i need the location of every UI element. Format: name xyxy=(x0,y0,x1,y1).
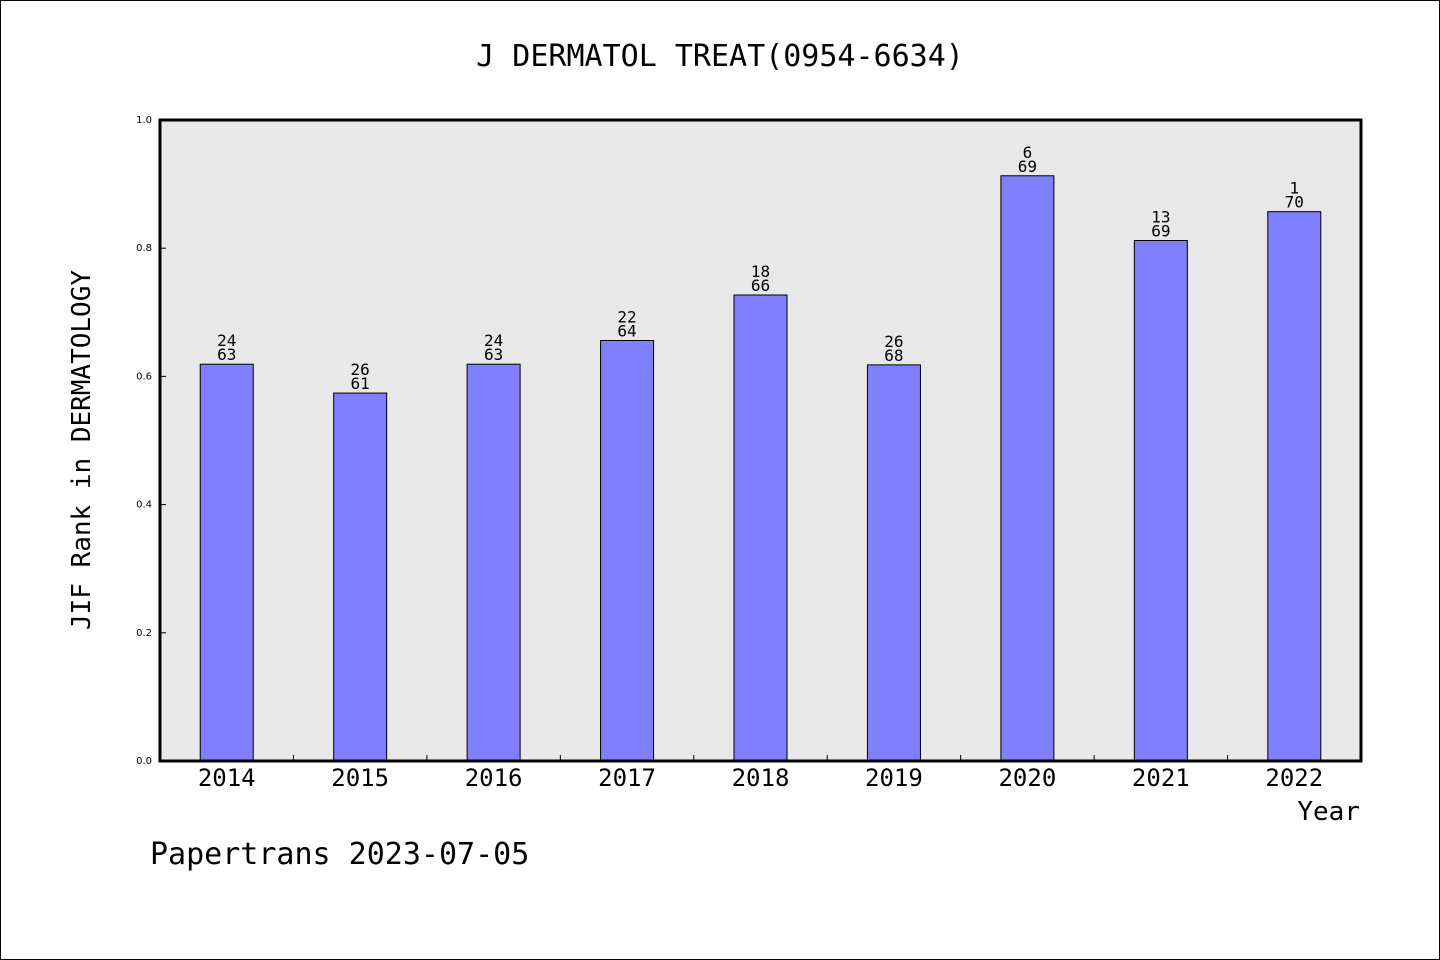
x-tick-label: 2021 xyxy=(1132,764,1190,792)
bar-total-label: 63 xyxy=(484,345,503,364)
bar-2018 xyxy=(733,294,788,762)
bar-total-label: 64 xyxy=(617,322,636,341)
bar-2020 xyxy=(1000,175,1055,762)
bar-rank-label: 22 xyxy=(617,308,636,327)
bar-total-label: 70 xyxy=(1285,193,1304,212)
bar-total-label: 66 xyxy=(751,276,770,295)
x-tick-label: 2015 xyxy=(331,764,389,792)
y-tick-label: 0.4 xyxy=(136,500,152,511)
plot-border xyxy=(158,118,1363,763)
bar-rank-label: 13 xyxy=(1151,208,1170,227)
chart-title: J DERMATOL TREAT(0954-6634) xyxy=(476,39,964,74)
y-tick-label: 1.0 xyxy=(136,115,152,126)
bar-rank-label: 18 xyxy=(751,262,770,281)
footer-watermark: Papertrans 2023-07-05 xyxy=(150,837,529,872)
y-tick-label: 0.6 xyxy=(136,371,152,382)
y-axis-label: JIF Rank in DERMATOLOGY xyxy=(67,270,97,630)
bar-total-label: 68 xyxy=(884,346,903,365)
bar-2022 xyxy=(1267,211,1322,762)
bar-rank-label: 24 xyxy=(217,331,236,350)
ticks-layer: 0.0 0.2 0.4 0.6 0.8 1.0 2014 2015 2016 2017 2018 20… xyxy=(136,115,1323,792)
bar-total-label: 63 xyxy=(217,345,236,364)
bar-2021 xyxy=(1133,240,1188,762)
bar-2015 xyxy=(333,392,388,762)
bar-2016 xyxy=(466,363,521,762)
bar-2019 xyxy=(866,364,921,762)
bar-2014 xyxy=(199,363,254,762)
x-tick-label: 2017 xyxy=(598,764,656,792)
bar-2017 xyxy=(600,340,655,762)
bar-rank-label: 24 xyxy=(484,331,503,350)
bar-rank-label: 26 xyxy=(884,332,903,351)
x-tick-label: 2022 xyxy=(1265,764,1323,792)
bar-rank-label: 6 xyxy=(1023,143,1033,162)
y-tick-label: 0.8 xyxy=(136,243,152,254)
bar-total-label: 61 xyxy=(351,374,370,393)
x-tick-label: 2020 xyxy=(998,764,1056,792)
x-tick-label: 2019 xyxy=(865,764,923,792)
bar-total-label: 69 xyxy=(1018,157,1037,176)
x-axis-label: Year xyxy=(1297,797,1360,827)
bar-total-label: 69 xyxy=(1151,222,1170,241)
y-tick-label: 0.0 xyxy=(136,756,152,767)
x-tick-label: 2014 xyxy=(198,764,256,792)
bar-rank-label: 1 xyxy=(1289,179,1299,198)
x-tick-label: 2016 xyxy=(465,764,523,792)
bar-rank-label: 26 xyxy=(351,360,370,379)
x-tick-label: 2018 xyxy=(732,764,790,792)
y-tick-label: 0.2 xyxy=(136,628,152,639)
